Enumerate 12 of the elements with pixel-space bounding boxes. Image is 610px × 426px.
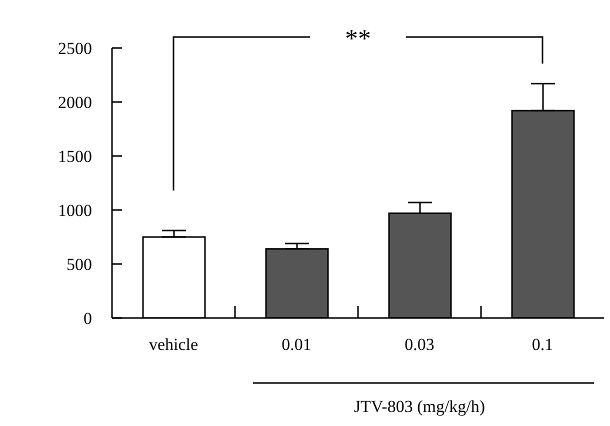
- y-tick-label: 500: [66, 254, 92, 274]
- x-tick-label: 0.1: [532, 335, 554, 354]
- y-tick-label: 1000: [58, 200, 92, 220]
- x-tick-label: 0.01: [282, 335, 312, 354]
- x-axis-title: JTV-803 (mg/kg/h): [354, 397, 486, 416]
- x-tick-label: vehicle: [148, 335, 198, 354]
- x-tick-label: 0.03: [404, 335, 434, 354]
- y-tick-label: 2500: [58, 38, 92, 58]
- y-tick-label: 1500: [58, 146, 92, 166]
- y-tick-label: 2000: [58, 92, 92, 112]
- y-tick-label: 0: [84, 308, 92, 328]
- annotation: **: [345, 24, 371, 53]
